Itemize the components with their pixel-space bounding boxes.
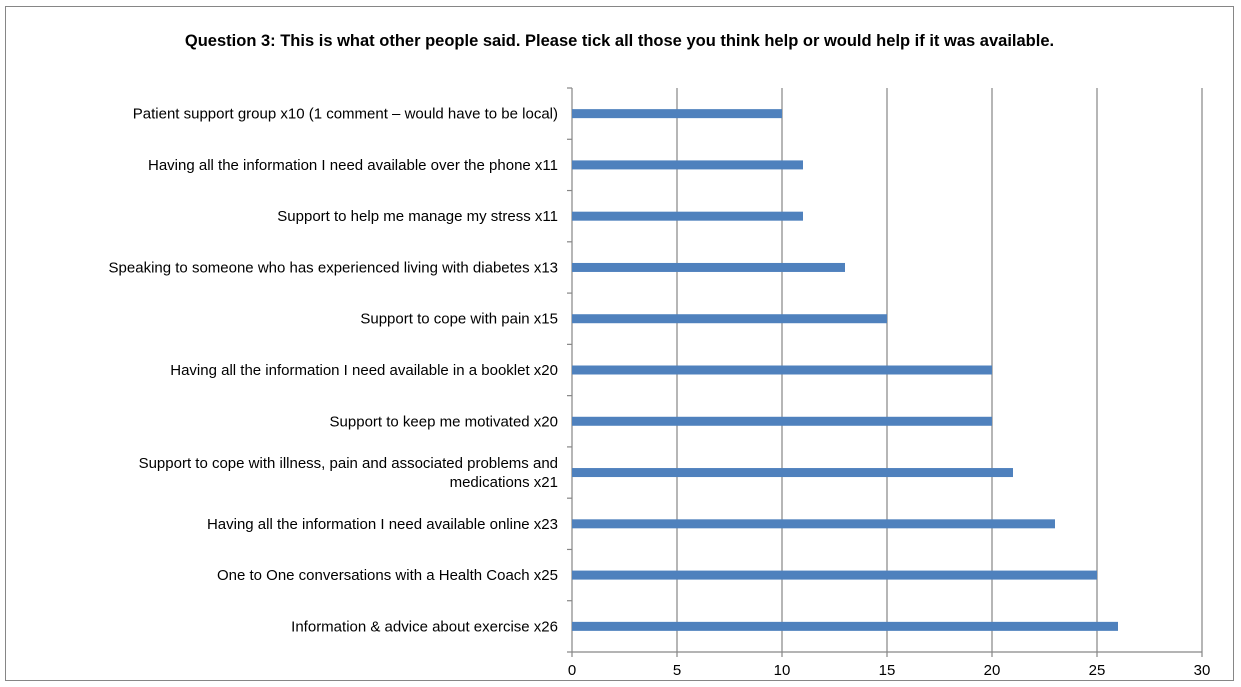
bar	[572, 160, 803, 170]
bar	[572, 621, 1118, 631]
bar	[572, 519, 1055, 529]
category-label-line: Support to cope with illness, pain and a…	[139, 455, 558, 472]
category-label: Support to keep me motivated x20	[330, 413, 558, 430]
category-label: Information & advice about exercise x26	[291, 618, 558, 635]
chart-frame	[5, 6, 1234, 681]
bar	[572, 570, 1097, 580]
x-tick-label: 5	[673, 662, 681, 679]
category-label-line: Support to help me manage my stress x11	[277, 208, 558, 225]
category-label-line: Having all the information I need availa…	[170, 362, 558, 379]
category-label-line: Support to cope with pain x15	[360, 311, 558, 328]
category-label-line: Having all the information I need availa…	[148, 157, 558, 174]
bar	[572, 109, 782, 119]
category-label: Patient support group x10 (1 comment – w…	[133, 106, 558, 123]
x-tick-label: 30	[1194, 662, 1211, 679]
x-tick-label: 10	[774, 662, 791, 679]
x-tick-label: 25	[1089, 662, 1106, 679]
category-label: Support to help me manage my stress x11	[277, 208, 558, 225]
x-tick-label: 0	[568, 662, 576, 679]
category-label: Having all the information I need availa…	[148, 157, 558, 174]
category-label-line: Support to keep me motivated x20	[330, 413, 558, 430]
bar	[572, 365, 992, 375]
bar	[572, 314, 887, 324]
category-label-line: One to One conversations with a Health C…	[217, 567, 558, 584]
category-label: One to One conversations with a Health C…	[217, 567, 558, 584]
category-label-line: Information & advice about exercise x26	[291, 618, 558, 635]
category-label: Having all the information I need availa…	[207, 516, 558, 533]
category-label: Support to cope with pain x15	[360, 311, 558, 328]
category-label-line: medications x21	[450, 474, 558, 491]
category-label: Speaking to someone who has experienced …	[109, 259, 558, 276]
category-label-line: Having all the information I need availa…	[207, 516, 558, 533]
bar	[572, 468, 1013, 478]
category-label: Having all the information I need availa…	[170, 362, 558, 379]
bar	[572, 416, 992, 426]
category-label-line: Patient support group x10 (1 comment – w…	[133, 106, 558, 123]
category-label: Support to cope with illness, pain and a…	[139, 455, 558, 491]
bar	[572, 211, 803, 221]
category-label-line: Speaking to someone who has experienced …	[109, 259, 558, 276]
bar	[572, 262, 845, 272]
x-tick-label: 20	[984, 662, 1001, 679]
chart-title: Question 3: This is what other people sa…	[184, 32, 1055, 50]
x-tick-label: 15	[879, 662, 896, 679]
